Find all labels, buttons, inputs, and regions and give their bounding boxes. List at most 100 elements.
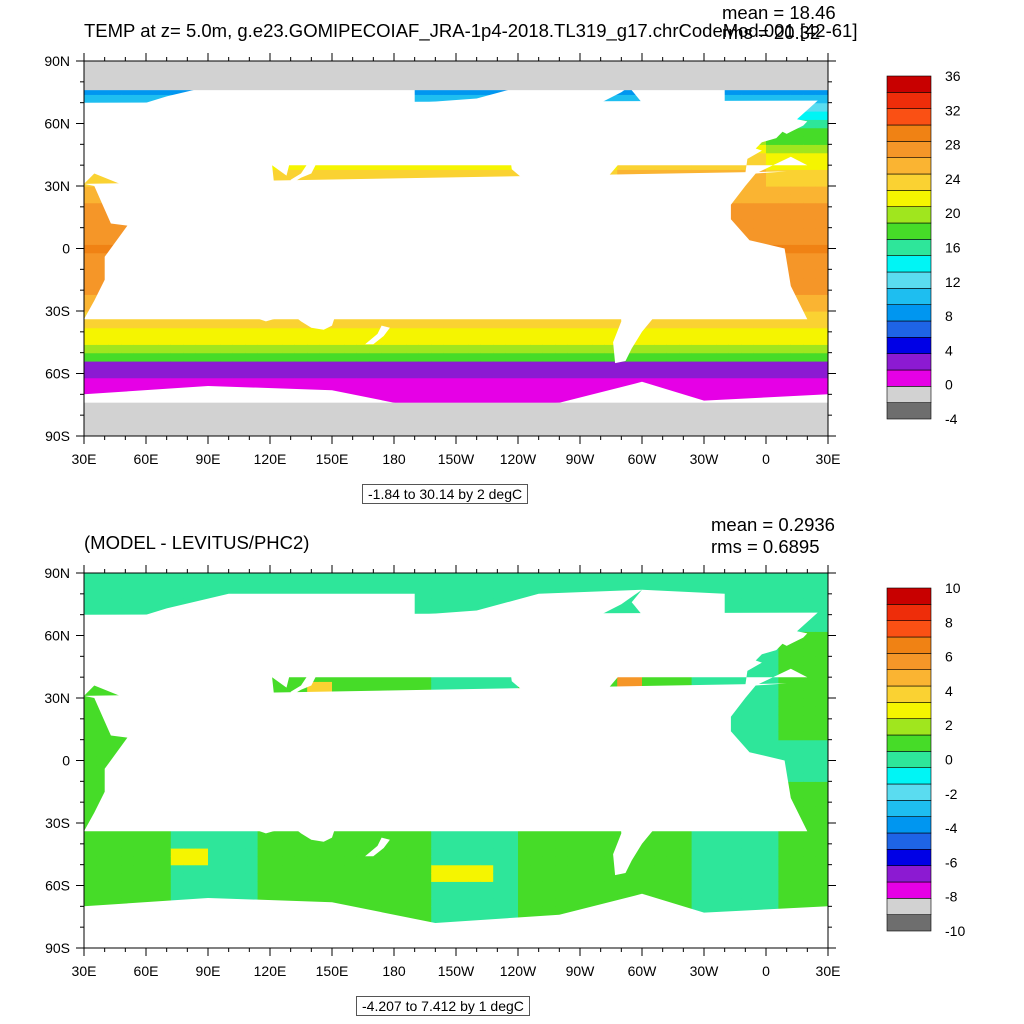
field-cell xyxy=(443,839,457,849)
field-cell xyxy=(195,581,209,591)
field-cell xyxy=(815,319,828,329)
field-cell xyxy=(766,352,779,362)
field-cell xyxy=(468,873,482,882)
field-cell xyxy=(220,352,234,362)
field-cell xyxy=(208,889,221,899)
field-cell xyxy=(183,831,197,841)
field-cell xyxy=(704,344,717,354)
field-cell xyxy=(158,831,172,841)
field-cell xyxy=(356,864,370,874)
field-cell xyxy=(108,864,122,874)
field-cell xyxy=(96,369,110,379)
field-cell xyxy=(753,336,767,345)
field-cell xyxy=(96,856,110,866)
field-cell xyxy=(158,377,172,387)
field-cell xyxy=(232,361,246,370)
field-cell xyxy=(790,236,804,245)
field-cell xyxy=(505,369,519,379)
field-cell xyxy=(232,839,246,849)
field-cell xyxy=(294,369,308,379)
field-cell xyxy=(741,327,755,337)
field-cell xyxy=(778,169,792,179)
field-cell xyxy=(530,873,544,882)
field-cell xyxy=(604,606,618,616)
field-cell xyxy=(580,386,593,395)
field-cell xyxy=(406,681,420,691)
mean-label: mean = 18.46 xyxy=(722,2,836,23)
field-cell xyxy=(381,344,395,354)
field-cell xyxy=(480,598,494,607)
field-cell xyxy=(344,169,358,179)
field-cell xyxy=(96,589,110,599)
field-cell xyxy=(580,319,593,329)
field-cell xyxy=(394,889,407,899)
field-cell xyxy=(170,377,184,387)
field-cell xyxy=(815,102,828,112)
field-cell xyxy=(542,344,556,354)
field-cell xyxy=(418,352,432,362)
field-cell xyxy=(493,589,507,599)
field-cell xyxy=(394,839,407,849)
field-cell xyxy=(270,361,283,370)
field-cell xyxy=(815,119,828,129)
field-cell xyxy=(480,848,494,857)
y-tick-label: 30S xyxy=(45,303,70,319)
field-cell xyxy=(344,848,358,857)
field-cell xyxy=(344,898,358,907)
field-cell xyxy=(592,369,606,379)
field-cell xyxy=(394,681,407,691)
field-cell xyxy=(592,377,606,387)
field-cell xyxy=(753,361,767,370)
field-cell xyxy=(232,377,246,387)
field-cell xyxy=(195,889,209,899)
field-cell xyxy=(505,873,519,882)
field-cell xyxy=(642,681,655,691)
field-cell xyxy=(270,681,283,691)
field-cell xyxy=(257,864,271,874)
field-cell xyxy=(406,848,420,857)
field-cell xyxy=(716,361,730,370)
field-cell xyxy=(381,161,395,170)
panel-bottom-difference: (MODEL - LEVITUS/PHC2) mean = 0.2936 rms… xyxy=(0,512,1024,1024)
field-cell xyxy=(480,369,494,379)
field-cell xyxy=(753,386,767,395)
field-cell xyxy=(530,352,544,362)
field-cell xyxy=(245,573,259,582)
field-cell xyxy=(790,319,804,329)
field-cell xyxy=(592,581,606,591)
field-cell xyxy=(803,327,817,337)
field-cell xyxy=(369,581,383,591)
field-cell xyxy=(270,344,283,354)
field-cell xyxy=(468,161,482,170)
field-cell xyxy=(108,352,122,362)
field-cell xyxy=(96,889,110,899)
field-cell xyxy=(431,94,445,104)
field-cell xyxy=(394,873,407,882)
field-cell xyxy=(208,327,221,337)
field-cell xyxy=(121,319,135,329)
field-cell xyxy=(803,94,817,104)
field-cell xyxy=(431,606,445,616)
field-cell xyxy=(580,856,593,866)
field-cell xyxy=(245,327,259,337)
field-cell xyxy=(778,94,792,104)
field-cell xyxy=(208,881,221,891)
sea-ice-north xyxy=(84,61,828,91)
field-cell xyxy=(84,319,97,329)
field-cell xyxy=(133,573,147,582)
field-cell xyxy=(666,386,680,395)
field-cell xyxy=(815,302,828,312)
field-cell xyxy=(270,573,283,582)
field-cell xyxy=(456,889,469,899)
field-cell xyxy=(679,386,693,395)
field-cell xyxy=(518,864,531,874)
field-cell xyxy=(332,581,345,591)
field-cell xyxy=(406,864,420,874)
field-cell xyxy=(96,269,110,279)
field-cell xyxy=(530,319,544,329)
field-cell xyxy=(505,573,519,582)
field-cell xyxy=(518,352,531,362)
field-cell xyxy=(220,581,234,591)
field-cell xyxy=(555,856,569,866)
field-cell xyxy=(294,839,308,849)
